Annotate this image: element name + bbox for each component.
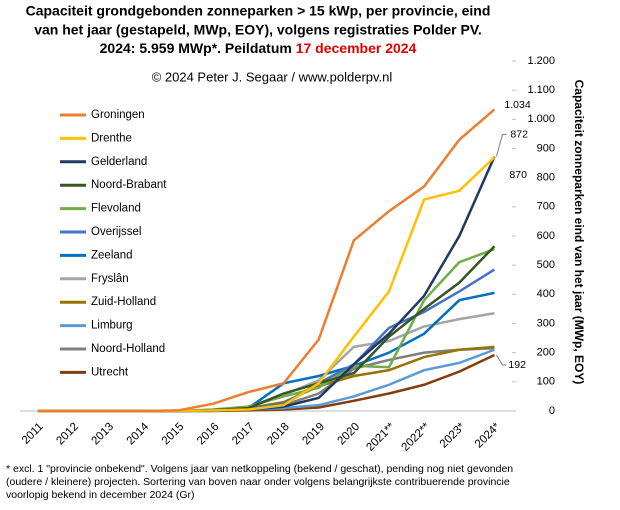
x-tick-label: 2018 (265, 421, 292, 448)
x-tick-label: 2017 (230, 421, 257, 448)
y-tick-label: 300 (537, 317, 555, 329)
y-tick-label: 700 (537, 201, 555, 213)
y-tick-label: 500 (537, 259, 555, 271)
y-tick-label: 600 (537, 230, 555, 242)
x-tick-label: 2021** (364, 420, 397, 453)
x-tick-label: 2013 (90, 421, 117, 448)
legend-label: Groningen (91, 109, 145, 121)
x-tick-label: 2016 (195, 421, 222, 448)
legend-label: Zeeland (91, 249, 133, 261)
legend-label: Zuid-Holland (91, 296, 156, 308)
data-label: 872 (510, 128, 528, 140)
legend-label: Drenthe (91, 132, 132, 144)
chart-title: 2024: 5.959 MWp*. Peildatum (100, 40, 296, 56)
y-tick-label: 1.000 (527, 113, 555, 125)
y-tick-label: 1.100 (527, 84, 555, 96)
chart-title: Capaciteit grondgebonden zonneparken > 1… (26, 3, 491, 19)
x-tick-label: 2023* (438, 420, 468, 450)
footnote: voorlopig bekend in december 2024 (Gr) (6, 489, 195, 501)
chart-title-date: 17 december 2024 (296, 40, 417, 56)
chart-title: 2024: 5.959 MWp*. Peildatum 17 december … (100, 40, 417, 56)
legend-label: Gelderland (91, 156, 147, 168)
y-tick-label: 1.200 (527, 55, 555, 67)
x-tick-label: 2020 (336, 421, 363, 448)
data-label: 1.034 (504, 99, 530, 111)
y-tick-label: 900 (537, 142, 555, 154)
y-tick-label: 100 (537, 376, 555, 388)
data-label: 192 (508, 359, 526, 371)
x-tick-label: 2024* (473, 420, 503, 450)
legend-label: Utrecht (91, 366, 129, 378)
y-tick-label: 0 (549, 405, 555, 417)
legend-label: Noord-Holland (91, 343, 165, 355)
x-tick-label: 2015 (160, 421, 187, 448)
x-tick-label: 2022** (399, 420, 432, 453)
x-tick-label: 2019 (300, 421, 327, 448)
leader-line (495, 134, 507, 157)
footnote: (oudere / kleinere) projecten. Sortering… (6, 476, 510, 488)
chart-title: van het jaar (gestapeld, MWp, EOY), volg… (34, 22, 482, 38)
y-tick-label: 800 (537, 172, 555, 184)
data-label: 870 (509, 169, 527, 181)
footnote: * excl. 1 "provincie onbekend". Volgens … (6, 463, 513, 475)
y-tick-label: 200 (537, 347, 555, 359)
legend-label: Noord-Brabant (91, 179, 167, 191)
y-axis-label: Capaciteit zonneparken eind van het jaar… (572, 80, 586, 385)
legend-label: Fryslân (91, 273, 129, 285)
x-tick-label: 2011 (20, 421, 46, 447)
series-line (37, 108, 496, 413)
legend-label: Overijssel (91, 226, 141, 238)
legend-label: Flevoland (91, 203, 141, 215)
x-tick-label: 2012 (54, 421, 81, 448)
y-tick-label: 400 (537, 288, 555, 300)
leader-line (496, 354, 507, 366)
annotation: © 2024 Peter J. Segaar / www.polderpv.nl (152, 69, 393, 84)
legend-label: Limburg (91, 320, 133, 332)
x-tick-label: 2014 (125, 420, 152, 447)
